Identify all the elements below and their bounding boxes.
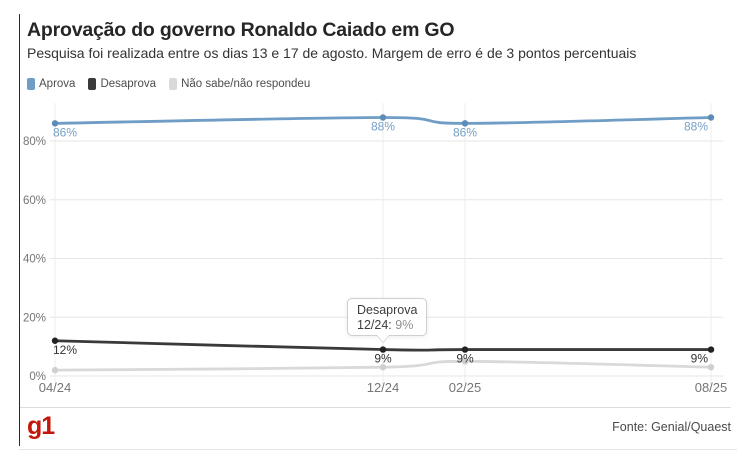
data-label-aprova: 86% — [453, 125, 477, 139]
data-point-aprova-04-24[interactable] — [51, 120, 59, 127]
legend-label: Aprova — [39, 78, 76, 90]
data-label-desaprova: 9% — [691, 352, 709, 366]
y-tick-label: 0% — [29, 371, 46, 383]
x-gridlines-and-labels: 04/24 12/24 02/25 08/25 — [39, 103, 728, 395]
x-tick-label: 02/25 — [449, 380, 482, 395]
data-point-aprova-12-24[interactable] — [379, 114, 387, 121]
legend-label: Não sabe/não respondeu — [181, 78, 311, 90]
series-desaprova: 12% 9% 9% 9% — [51, 337, 715, 366]
tooltip-value-line: 12/24: 9% — [357, 318, 417, 333]
bottom-border-line — [19, 449, 737, 450]
y-tick-label: 60% — [23, 195, 46, 207]
data-point-aprova-02-25[interactable] — [461, 120, 469, 127]
y-tick-label: 20% — [23, 312, 46, 324]
data-point-nao-sabe-nao-respondeu-02-25[interactable] — [461, 358, 469, 365]
data-point-desaprova-02-25[interactable] — [461, 346, 469, 353]
legend-item-nao-sabe-nao-respondeu[interactable]: Não sabe/não respondeu — [169, 78, 310, 90]
left-border-line — [19, 14, 20, 446]
data-label-desaprova: 12% — [53, 343, 77, 357]
data-point-desaprova-12-24[interactable] — [379, 346, 387, 353]
tooltip-point-label: 12/24: — [357, 318, 392, 332]
data-label-desaprova: 9% — [374, 352, 392, 366]
data-label-aprova: 88% — [684, 120, 708, 134]
data-point-nao-sabe-nao-respondeu-08-25[interactable] — [707, 363, 715, 371]
page-title: Aprovação do governo Ronaldo Caiado em G… — [27, 19, 455, 41]
legend-swatch-nao-sabe-nao-respondeu — [169, 78, 178, 90]
approval-line-chart: 0% 20% 40% 60% 80% 04/24 12/24 02/25 08/25 86% 88%… — [23, 103, 728, 395]
tooltip-point-value: 9% — [395, 318, 414, 332]
x-tick-label: 12/24 — [367, 380, 400, 395]
series-line-aprova — [53, 116, 713, 125]
chart-legend: Aprova Desaprova Não sabe/não respondeu — [27, 78, 310, 90]
footer-divider — [20, 407, 731, 408]
data-point-nao-sabe-nao-respondeu-04-24[interactable] — [51, 366, 59, 374]
x-tick-label: 08/25 — [695, 380, 728, 395]
legend-swatch-desaprova — [88, 78, 97, 90]
legend-item-aprova[interactable]: Aprova — [27, 78, 75, 90]
legend-swatch-aprova — [27, 78, 35, 90]
data-point-desaprova-08-25[interactable] — [707, 346, 715, 353]
data-label-desaprova: 9% — [456, 352, 474, 366]
y-gridlines-and-labels: 0% 20% 40% 60% 80% — [23, 136, 723, 383]
legend-label: Desaprova — [100, 78, 157, 90]
data-label-aprova: 86% — [53, 125, 77, 139]
source-credit: Fonte: Genial/Quaest — [612, 420, 731, 434]
g1-logo: g1 — [27, 412, 55, 440]
data-label-aprova: 88% — [371, 120, 395, 134]
data-point-nao-sabe-nao-respondeu-12-24[interactable] — [379, 363, 387, 371]
y-tick-label: 40% — [23, 254, 46, 266]
tooltip-series-name: Desaprova — [357, 303, 418, 317]
page-subtitle: Pesquisa foi realizada entre os dias 13 … — [27, 45, 637, 61]
series-aprova: 86% 88% 86% 88% — [51, 114, 715, 139]
data-point-desaprova-04-24[interactable] — [51, 337, 59, 344]
series-line-nao-sabe-nao-respondeu — [53, 359, 713, 372]
series-nao-sabe-nao-respondeu — [51, 358, 715, 374]
y-tick-label: 80% — [23, 136, 46, 148]
chart-tooltip: Desaprova 12/24: 9% — [347, 298, 427, 343]
x-tick-label: 04/24 — [39, 380, 72, 395]
legend-item-desaprova[interactable]: Desaprova — [88, 78, 156, 90]
series-line-desaprova — [53, 339, 713, 352]
data-point-aprova-08-25[interactable] — [707, 114, 715, 121]
